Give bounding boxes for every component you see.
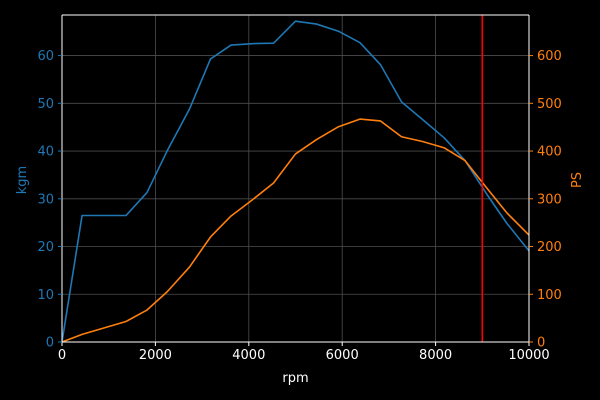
- y-left-tick-label: 30: [37, 192, 54, 207]
- y-axis-right-label: PS: [570, 172, 585, 188]
- x-tick-label: 2000: [139, 348, 172, 363]
- x-tick-label: 4000: [232, 348, 265, 363]
- series-line-kgm: [61, 20, 530, 343]
- x-tick-label: 0: [58, 348, 66, 363]
- y-left-tick-label: 20: [37, 240, 54, 255]
- series-layer: [61, 15, 530, 343]
- x-tick-label: 8000: [419, 348, 452, 363]
- y-right-tick-label: 500: [537, 97, 562, 112]
- y-right-tick-label: 400: [537, 145, 562, 160]
- y-left-tick-label: 0: [46, 336, 54, 351]
- axes: [58, 14, 533, 346]
- y-right-tick-label: 0: [537, 336, 545, 351]
- x-axis-label: rpm: [282, 371, 308, 386]
- tick-labels: 0 2000 4000 6000 8000 10000010203040506001002…: [37, 49, 561, 363]
- y-left-tick-label: 40: [37, 145, 54, 160]
- y-left-tick-label: 10: [37, 288, 54, 303]
- y-axis-left-label: kgm: [15, 166, 30, 194]
- y-right-tick-label: 300: [537, 192, 562, 207]
- y-right-tick-label: 100: [537, 288, 562, 303]
- x-tick-label: 10000: [508, 348, 549, 363]
- y-right-tick-label: 200: [537, 240, 562, 255]
- x-tick-label: 6000: [326, 348, 359, 363]
- series-line-ps: [61, 118, 530, 343]
- y-left-tick-label: 50: [37, 97, 54, 112]
- y-right-tick-label: 600: [537, 49, 562, 64]
- y-left-tick-label: 60: [37, 49, 54, 64]
